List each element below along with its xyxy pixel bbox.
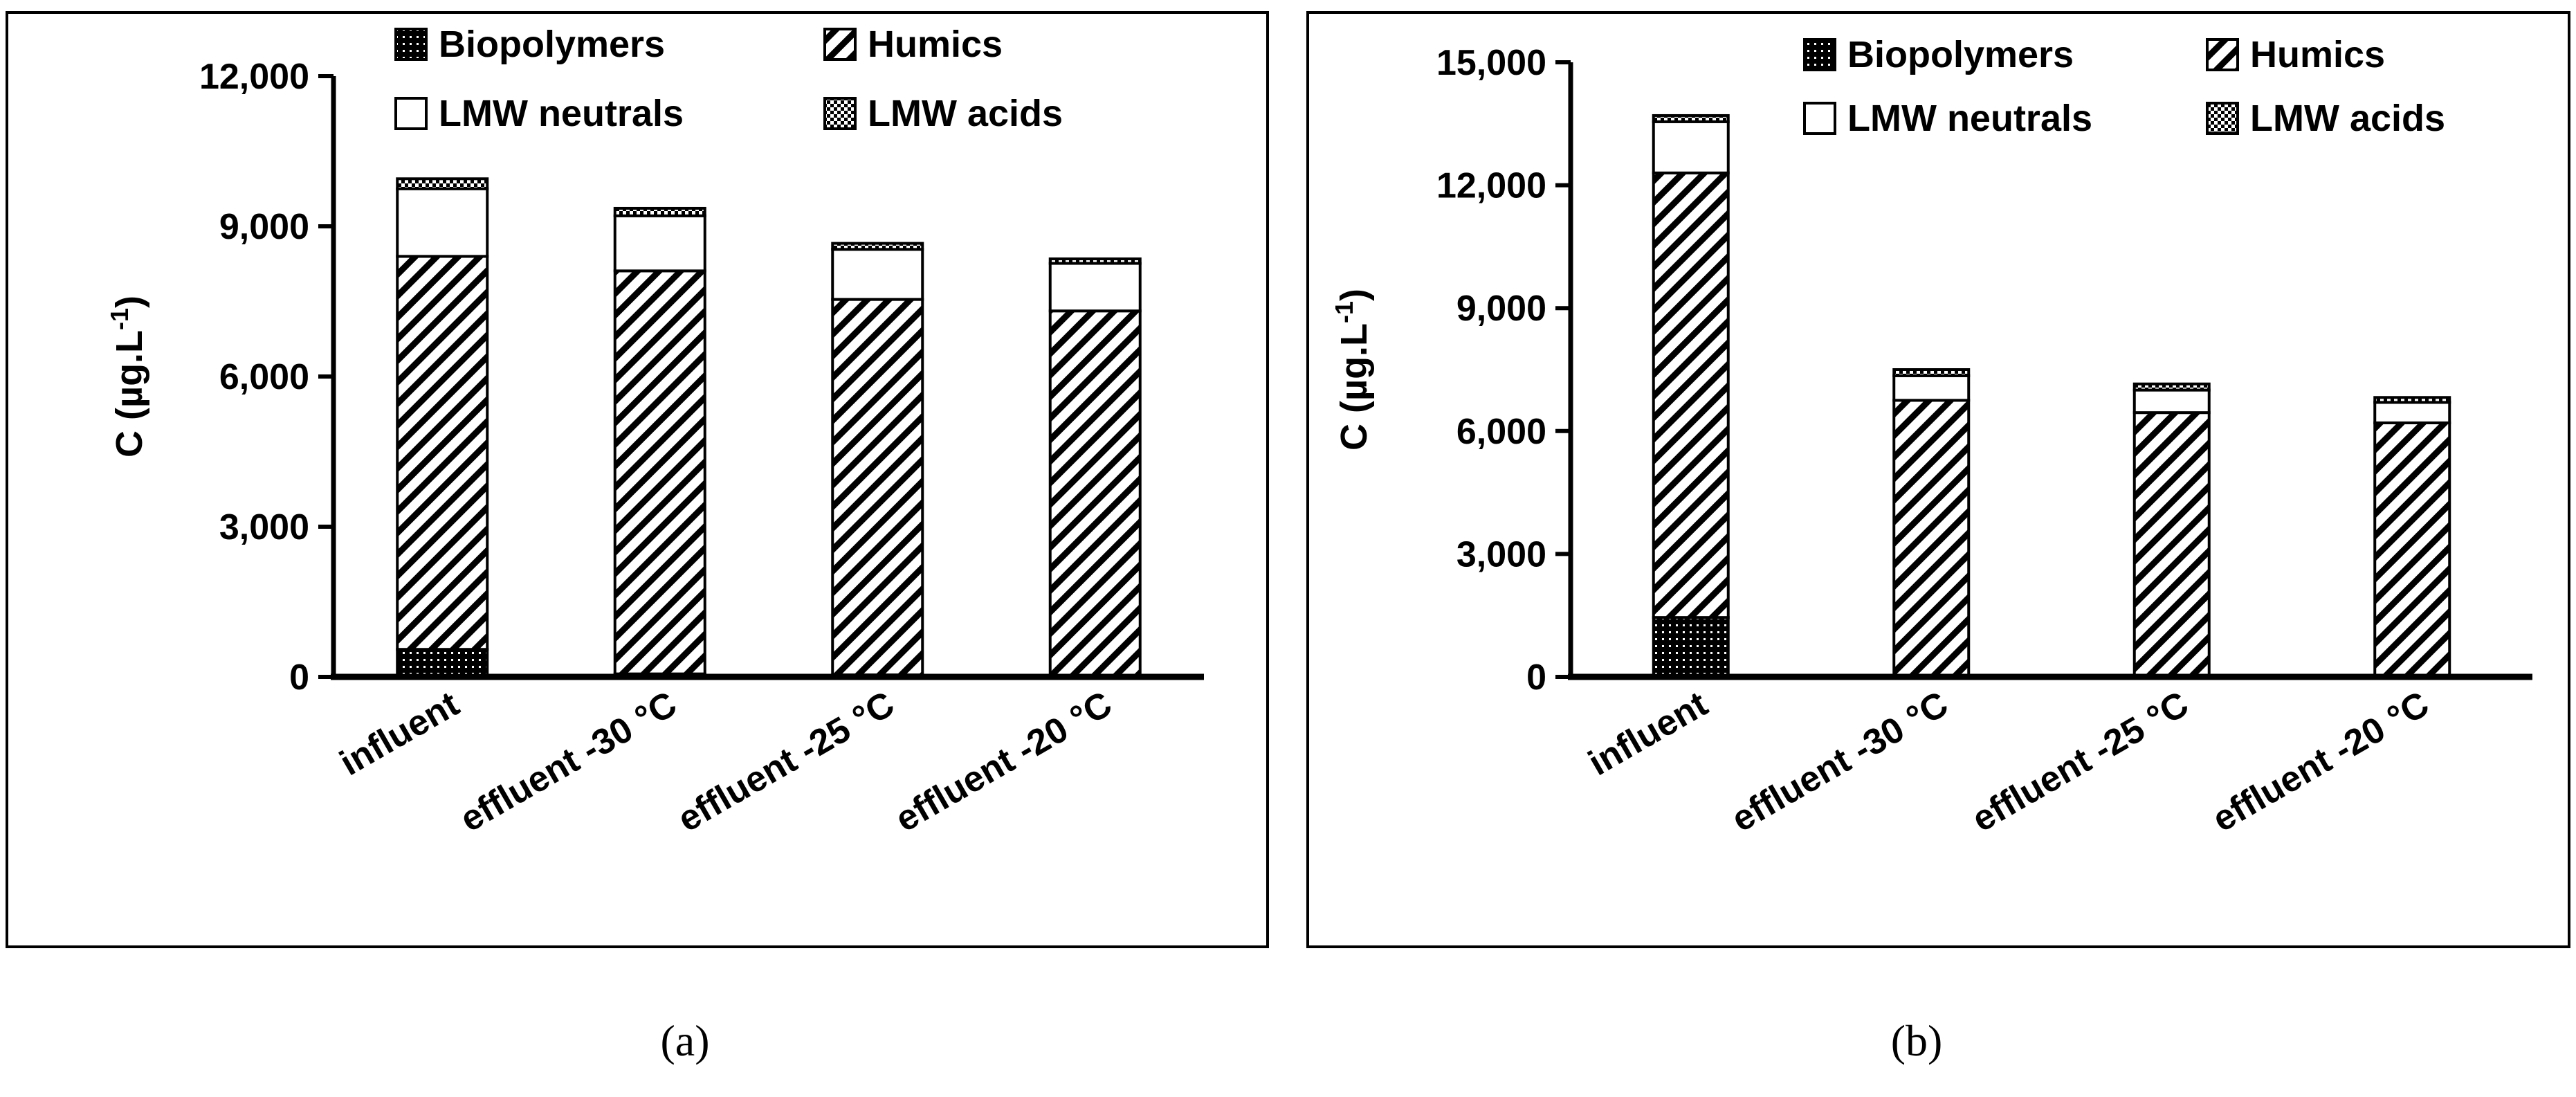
legend-label: Humics xyxy=(2250,34,2385,75)
y-tick-label: 0 xyxy=(289,658,309,698)
bar-segment-biopolymers xyxy=(1652,616,1730,678)
x-category-label: effluent -25 °C xyxy=(671,684,901,840)
bar-segment-lmw-acids xyxy=(831,242,924,251)
panel-caption: (a) xyxy=(660,1016,709,1065)
x-category-label: effluent -20 °C xyxy=(2206,684,2436,840)
bar-segment-lmw-neutrals xyxy=(831,248,924,301)
bar-segment-humics xyxy=(831,298,924,677)
legend-label: Biopolymers xyxy=(439,24,665,65)
chart-panel-b: 0 3,000 6,000 9,000 12,000 15,000 C (µg.L-1) in… xyxy=(1306,11,2570,1065)
panel-frame xyxy=(1306,11,2570,948)
bar-segment-lmw-acids xyxy=(1892,368,1971,377)
legend-swatch-humics xyxy=(823,28,857,61)
bar-segment-lmw-acids xyxy=(396,177,489,190)
bar-segment-lmw-neutrals xyxy=(1892,374,1971,402)
y-tick-label: 6,000 xyxy=(1456,412,1546,452)
y-tick-label: 3,000 xyxy=(219,507,309,547)
bar-segment-lmw-neutrals xyxy=(1048,262,1142,313)
y-tick-label: 3,000 xyxy=(1456,534,1546,574)
x-category-label: influent xyxy=(334,684,466,783)
y-axis-title: C (µg.L-1) xyxy=(1330,289,1375,451)
legend-swatch-lmw-neutrals xyxy=(394,97,428,130)
y-tick-label: 12,000 xyxy=(199,57,309,97)
legend-swatch-lmw-acids xyxy=(2206,102,2239,135)
legend-label: LMW acids xyxy=(2250,98,2445,139)
y-tick-label: 9,000 xyxy=(219,207,309,247)
bar-segment-lmw-acids xyxy=(1652,114,1730,123)
legend-label: Biopolymers xyxy=(1847,34,2074,75)
y-axis-title-superscript: -1 xyxy=(1330,301,1358,323)
x-category-label: effluent -30 °C xyxy=(1725,684,1955,840)
x-category-label: effluent -20 °C xyxy=(888,684,1118,840)
bar-segment-lmw-neutrals xyxy=(2373,401,2451,424)
bar-segment-lmw-acids xyxy=(2373,396,2451,404)
chart-panel-a: 0 3,000 6,000 9,000 12,000 C (µg.L-1) influent… xyxy=(6,11,1269,1065)
legend-label: LMW neutrals xyxy=(1847,98,2092,139)
bar-segment-lmw-acids xyxy=(1048,257,1142,265)
legend: Biopolymers Humics LMW neutrals LMW acids xyxy=(1803,34,2445,139)
y-axis-title-main: C (µg.L xyxy=(1333,323,1375,451)
bar-segment-lmw-neutrals xyxy=(613,214,706,273)
bar-segment-biopolymers xyxy=(396,648,489,679)
bar-segment-humics xyxy=(396,255,489,651)
bar-segment-humics xyxy=(613,269,706,676)
y-axis-title-close: ) xyxy=(109,296,150,308)
y-axis-title: C (µg.L-1) xyxy=(105,296,150,457)
y-axis-title-close: ) xyxy=(1333,289,1375,301)
x-category-label: effluent -25 °C xyxy=(1965,684,2195,840)
bar-segment-humics xyxy=(1652,171,1730,619)
panel-caption: (b) xyxy=(1891,1016,1943,1065)
bar-segment-lmw-acids xyxy=(613,206,706,217)
y-tick-label: 15,000 xyxy=(1436,43,1546,83)
x-category-label: effluent -30 °C xyxy=(453,684,683,840)
bar-segment-humics xyxy=(2373,421,2451,679)
y-tick-label: 0 xyxy=(1526,658,1546,698)
y-tick-label: 9,000 xyxy=(1456,289,1546,329)
legend-swatch-lmw-neutrals xyxy=(1803,102,1836,135)
bar-segment-humics xyxy=(1892,399,1971,679)
legend-swatch-humics xyxy=(2206,38,2239,71)
legend-swatch-biopolymers xyxy=(394,28,428,61)
bar-segment-lmw-neutrals xyxy=(1652,120,1730,174)
legend-label: Humics xyxy=(868,24,1003,65)
legend-swatch-lmw-acids xyxy=(823,97,857,130)
bar-segment-humics xyxy=(1048,309,1142,677)
y-axis-title-superscript: -1 xyxy=(105,308,134,330)
legend-swatch-biopolymers xyxy=(1803,38,1836,71)
y-axis-title-main: C (µg.L xyxy=(109,330,150,457)
x-category-label: influent xyxy=(1582,684,1715,783)
bar-segment-lmw-neutrals xyxy=(396,187,489,258)
bar-segment-lmw-acids xyxy=(2132,382,2211,392)
bar-segment-lmw-neutrals xyxy=(2132,388,2211,415)
y-tick-label: 12,000 xyxy=(1436,166,1546,206)
legend-label: LMW neutrals xyxy=(439,93,684,134)
legend: Biopolymers Humics LMW neutrals LMW acids xyxy=(394,24,1063,134)
legend-label: LMW acids xyxy=(868,93,1063,134)
bar-segment-humics xyxy=(2132,411,2211,678)
panel-frame xyxy=(6,11,1269,948)
y-tick-label: 6,000 xyxy=(219,357,309,397)
